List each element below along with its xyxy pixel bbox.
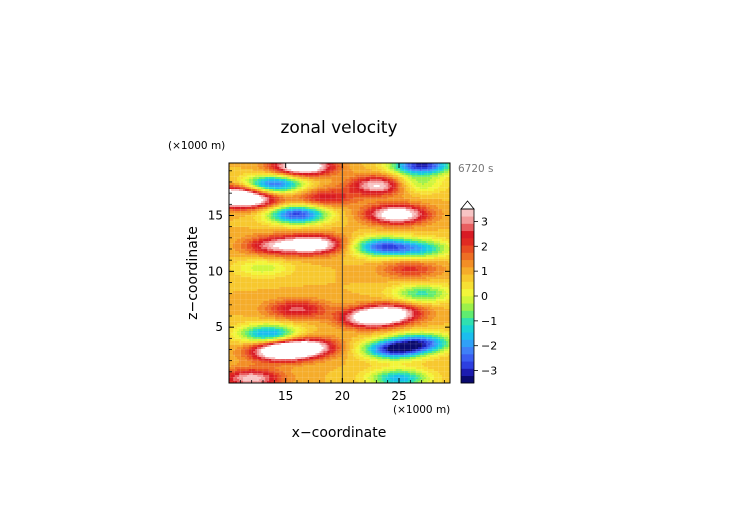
grid-lines [229,163,450,383]
x-tick-label: 15 [278,389,293,403]
x-axis: 15 20 25 [228,163,445,403]
colorbar-band [461,230,474,239]
colorbar-band [461,209,474,217]
colorbar-band [461,288,474,297]
colorbar-tick-label: 0 [481,290,488,303]
x-tick-label: 20 [335,389,350,403]
colorbar-band [461,296,474,304]
colorbar-band [461,267,474,275]
colorbar-band [461,252,474,261]
y-tick-label: 15 [208,208,223,222]
colorbar-band [461,216,474,224]
colorbar-band [461,310,474,319]
plot-frame [228,162,451,384]
colorbar-band [461,346,474,355]
colorbar: 3 2 1 0 −1 −2 −3 [460,200,497,384]
colorbar-band [461,317,474,326]
colorbar-band [461,361,474,369]
y-unit-label: (×1000 m) [168,140,225,152]
colorbar-tick-label: −2 [481,340,497,353]
y-axis: 5 10 15 [208,170,450,384]
colorbar-tick-label: 3 [481,215,488,228]
colorbar-band [461,245,474,253]
colorbar-tick-label: 2 [481,240,488,253]
colorbar-band [461,339,474,348]
colorbar-band [461,274,474,282]
colorbar-band [461,238,474,246]
colorbar-band [461,354,474,362]
colorbar-band [461,375,474,384]
chart-title: zonal velocity [280,118,397,138]
y-tick-label: 5 [215,320,223,334]
colorbar-band [461,325,474,333]
x-axis-label: x−coordinate [292,425,387,441]
colorbar-band [461,368,474,377]
colorbar-band [461,259,474,268]
y-tick-label: 10 [208,264,223,278]
colorbar-band [461,332,474,340]
colorbar-band [461,303,474,311]
colorbar-tick-label: 1 [481,265,488,278]
x-unit-label: (×1000 m) [393,404,450,416]
time-label: 6720 s [458,163,494,175]
colorbar-tick-label: −3 [481,365,497,378]
colorbar-band [461,223,474,232]
colorbar-band [461,281,474,290]
colorbar-tick-label: −1 [481,315,497,328]
y-axis-label: z−coordinate [185,226,201,320]
x-tick-label: 25 [391,389,406,403]
colorbar-extend-triangle [460,200,475,210]
contour-field [229,163,450,383]
